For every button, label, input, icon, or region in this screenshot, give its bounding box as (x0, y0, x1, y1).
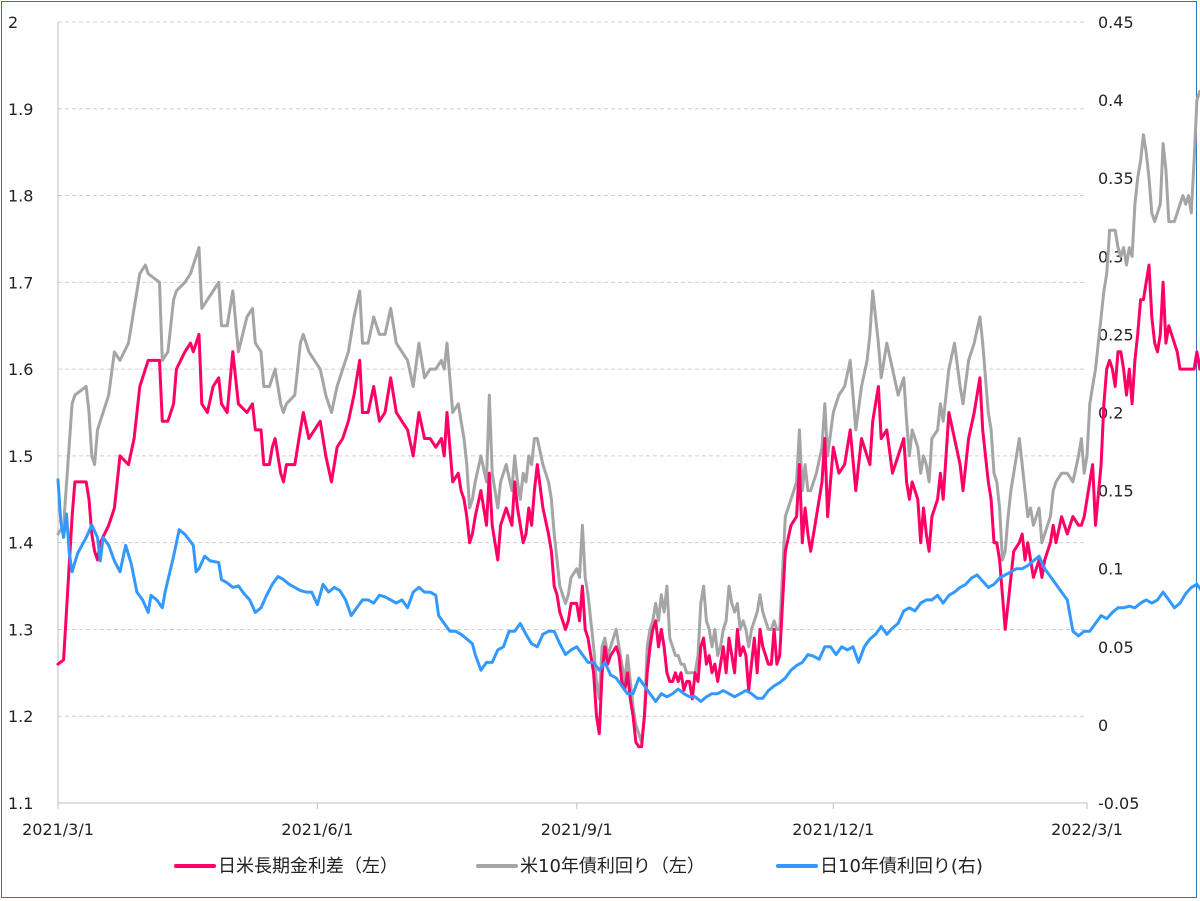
y-right-tick-label: 0.4 (1098, 91, 1123, 110)
y-right-tick-label: -0.05 (1098, 794, 1139, 813)
gridlines (58, 21, 1087, 717)
legend-label: 日10年債利回り(右) (820, 856, 983, 877)
y-left-tick-label: 1.5 (8, 447, 33, 466)
y-right-tick-label: 0.15 (1098, 482, 1134, 501)
series-lines (56, 89, 1200, 749)
axes (57, 22, 1087, 804)
y-left-tick-label: 1.8 (8, 187, 33, 206)
y-left-tick-labels: 1.1 1.2 1.3 1.4 1.5 1.6 1.7 1.8 1.9 2 (8, 13, 33, 813)
legend-label: 米10年債利回り（左） (520, 856, 705, 877)
y-left-tick-label: 1.9 (8, 100, 33, 119)
y-right-tick-label: 0.25 (1098, 325, 1134, 344)
x-tick-label: 2021/3/1 (22, 820, 94, 839)
legend-label: 日米長期金利差（左） (218, 856, 398, 877)
y-right-tick-label: 0.35 (1098, 169, 1134, 188)
x-tick-label: 2022/3/1 (1051, 820, 1123, 839)
y-left-tick-label: 1.6 (8, 360, 33, 379)
series-line-1 (56, 89, 1200, 744)
y-right-tick-label: 0.05 (1098, 638, 1134, 657)
x-tick-label: 2021/9/1 (541, 820, 613, 839)
series-line-0 (56, 263, 1200, 749)
y-left-tick-label: 1.4 (8, 534, 33, 553)
y-left-tick-label: 1.3 (8, 620, 33, 639)
y-right-tick-label: 0.1 (1098, 560, 1123, 579)
legend: 日米長期金利差（左） 米10年債利回り（左） 日10年債利回り(右) (174, 856, 983, 877)
x-tick-labels: 2021/3/1 2021/6/1 2021/9/1 2021/12/1 2022/3/… (22, 803, 1123, 839)
x-tick-label: 2021/12/1 (792, 820, 874, 839)
y-right-tick-label: 0.45 (1098, 13, 1134, 32)
y-left-tick-label: 1.2 (8, 707, 33, 726)
series-line-2 (56, 478, 1200, 703)
x-tick-label: 2021/6/1 (281, 820, 353, 839)
y-right-tick-label: 0 (1098, 716, 1108, 735)
y-right-tick-label: 0.3 (1098, 247, 1123, 266)
y-left-tick-label: 1.1 (8, 794, 33, 813)
y-left-tick-label: 2 (8, 13, 18, 32)
y-left-tick-label: 1.7 (8, 273, 33, 292)
